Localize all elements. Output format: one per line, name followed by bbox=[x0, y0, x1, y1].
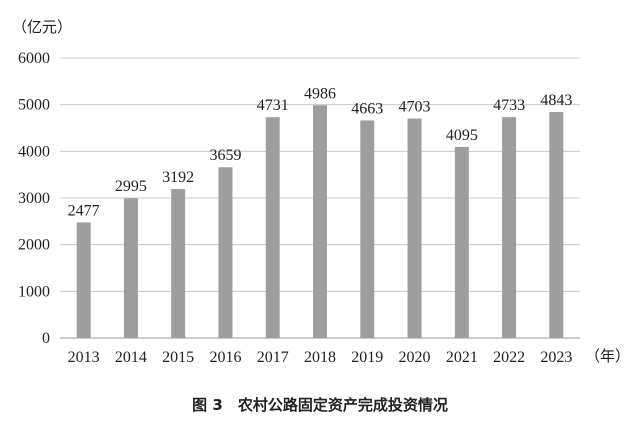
bar bbox=[360, 120, 375, 338]
x-tick-label: 2017 bbox=[257, 349, 289, 366]
x-tick-label: 2022 bbox=[493, 349, 525, 366]
y-axis-unit-label: （亿元） bbox=[12, 18, 72, 36]
bar bbox=[265, 117, 280, 338]
y-tick-label: 2000 bbox=[18, 237, 50, 254]
chart-caption: 图 3 农村公路固定资产完成投资情况 bbox=[192, 396, 448, 414]
y-axis-ticks: 0 1000 2000 3000 4000 5000 6000 bbox=[18, 50, 50, 347]
x-tick-label: 2013 bbox=[68, 349, 100, 366]
bar-value-label: 4731 bbox=[257, 97, 289, 114]
bar bbox=[123, 198, 138, 338]
bar-value-label: 2995 bbox=[115, 178, 147, 195]
bar-value-label: 3659 bbox=[209, 147, 241, 164]
bar-value-label: 2477 bbox=[68, 202, 100, 219]
x-tick-label: 2014 bbox=[115, 349, 147, 366]
y-tick-label: 1000 bbox=[18, 283, 50, 300]
bar bbox=[454, 146, 469, 338]
bar-value-label: 4733 bbox=[493, 97, 525, 114]
bars bbox=[76, 105, 564, 338]
bar-value-label: 3192 bbox=[162, 169, 194, 186]
bar-value-label: 4703 bbox=[399, 99, 431, 116]
bar bbox=[218, 167, 233, 338]
bar bbox=[76, 222, 91, 338]
bar-value-label: 4663 bbox=[351, 100, 383, 117]
x-tick-label: 2018 bbox=[304, 349, 336, 366]
bar bbox=[313, 105, 327, 338]
y-tick-label: 5000 bbox=[18, 97, 50, 114]
bar-value-label: 4986 bbox=[304, 85, 336, 102]
x-tick-label: 2020 bbox=[399, 349, 431, 366]
bar-value-label: 4843 bbox=[540, 92, 572, 109]
y-tick-label: 3000 bbox=[18, 190, 50, 207]
x-tick-label: 2023 bbox=[540, 349, 572, 366]
bar bbox=[407, 118, 422, 338]
x-axis-unit-label: （年） bbox=[585, 347, 630, 365]
x-tick-label: 2021 bbox=[446, 349, 478, 366]
x-tick-label: 2015 bbox=[162, 349, 194, 366]
x-tick-label: 2019 bbox=[351, 349, 383, 366]
x-axis-ticks: 2013 2014 2015 2016 2017 2018 2019 2020 2021 2022… bbox=[68, 349, 573, 366]
bar bbox=[171, 189, 186, 338]
bar-value-label: 4095 bbox=[446, 127, 478, 144]
x-tick-label: 2016 bbox=[209, 349, 241, 366]
y-tick-label: 0 bbox=[42, 330, 50, 347]
data-labels: 2477 2995 3192 3659 4731 4986 4663 4703 4095 4733… bbox=[68, 85, 573, 219]
y-tick-label: 4000 bbox=[18, 143, 50, 160]
bar bbox=[549, 111, 564, 338]
bar bbox=[502, 117, 517, 338]
y-tick-label: 6000 bbox=[18, 50, 50, 67]
